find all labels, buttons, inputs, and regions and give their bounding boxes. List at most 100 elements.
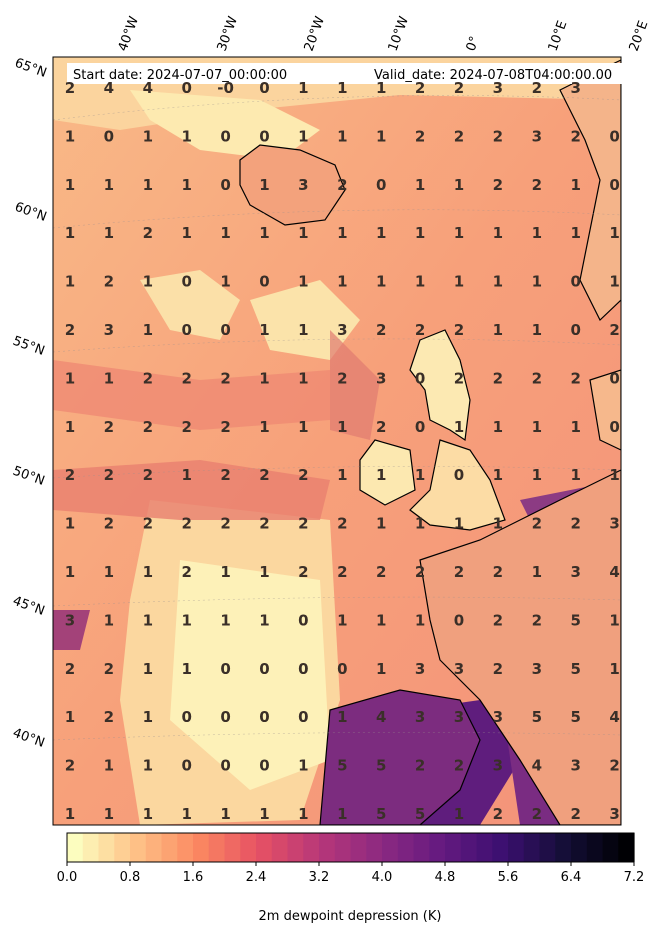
grid-value: 2 [532,611,542,629]
grid-value: 2 [104,515,114,533]
grid-value: 0 [609,176,619,194]
grid-values: 2 4 4 0 -0 0 1 1 1 2 2 3 2 3 1 0 1 1 0 0 1 1 1 2 2 2 3 2 0 1 1 1 1 0 1 3 2 0 1… [65,79,620,823]
grid-value: 1 [298,805,308,823]
colorbar-tick-label: 7.2 [624,870,645,885]
colorbar-label: 2m dewpoint depression (K) [259,909,442,924]
colorbar-cell [271,833,289,862]
grid-value: 3 [532,660,542,678]
lon-label-20w: 20°W [302,14,328,53]
colorbar-cell [177,833,194,862]
grid-value: 2 [298,515,308,533]
grid-value: 0 [570,273,580,291]
grid-value: 0 [181,757,191,775]
grid-value: 0 [298,708,308,726]
grid-value: 1 [143,660,153,678]
grid-value: 2 [376,563,386,581]
grid-value: 0 [454,466,464,484]
colorbar-tick-label: 5.6 [498,870,519,885]
grid-value: 1 [104,563,114,581]
grid-value: 1 [298,369,308,387]
colorbar-cell [208,833,226,862]
colorbar-tick-label: 1.6 [183,870,204,885]
colorbar-ticks: 0.0 0.8 1.6 2.4 3.2 4.0 4.8 5.6 6.4 7.2 [57,862,645,885]
grid-value: 1 [181,660,191,678]
colorbar-cell [67,833,84,862]
grid-value: 2 [532,805,542,823]
lat-label-60n: 60°N [13,200,49,225]
grid-value: 2 [298,466,308,484]
colorbar-frame [66,832,635,863]
grid-value: 1 [181,176,191,194]
colorbar-cell [256,833,273,862]
grid-value: 1 [220,563,230,581]
colorbar-tick-label: 6.4 [561,870,582,885]
grid-value: 2 [65,660,75,678]
grid-value: 1 [65,224,75,242]
grid-value: 1 [259,611,269,629]
grid-value: 1 [337,79,347,97]
grid-value: 2 [376,418,386,436]
grid-value: 2 [493,563,503,581]
grid-value: 2 [493,369,503,387]
grid-value: 1 [181,466,191,484]
grid-value: 2 [454,757,464,775]
lon-labels: 40°W 30°W 20°W 10°W 0° 10°E 20°E [116,14,652,53]
grid-value: 1 [337,611,347,629]
grid-value: 2 [181,515,191,533]
grid-value: 1 [143,321,153,339]
grid-value: 2 [220,515,230,533]
grid-value: 2 [415,79,425,97]
grid-value: 1 [493,224,503,242]
grid-value: 3 [493,708,503,726]
grid-value: 1 [104,611,114,629]
grid-value: 3 [570,757,580,775]
grid-value: 1 [220,611,230,629]
grid-value: 0 [570,321,580,339]
grid-value: 1 [298,321,308,339]
grid-value: 2 [609,757,619,775]
grid-value: 1 [609,611,619,629]
grid-value: 5 [570,708,580,726]
grid-value: 2 [65,466,75,484]
colorbar-cell [445,833,462,862]
grid-value: 1 [609,224,619,242]
grid-value: 1 [65,418,75,436]
colorbar-tick-label: 3.2 [309,870,330,885]
grid-value: 1 [143,757,153,775]
grid-value: 2 [104,708,114,726]
colorbar-tick-label: 0.0 [57,870,78,885]
lon-label-40w: 40°W [116,14,142,53]
grid-value: 1 [298,757,308,775]
grid-value: 2 [493,127,503,145]
grid-value: 3 [454,708,464,726]
colorbar-cell [382,833,399,862]
lat-label-55n: 55°N [11,334,47,359]
grid-value: 1 [181,224,191,242]
grid-value: 1 [143,708,153,726]
grid-value: 1 [454,273,464,291]
grid-value: 1 [65,369,75,387]
grid-value: 1 [65,708,75,726]
grid-value: 0 [220,321,230,339]
colorbar-cell [571,833,588,862]
grid-value: 2 [493,611,503,629]
colorbar-cell [161,833,178,862]
colorbar-cells [67,833,635,862]
colorbar-cell [460,833,478,862]
grid-value: 2 [65,321,75,339]
grid-value: 3 [493,79,503,97]
colorbar-cell [429,833,446,862]
grid-value: 2 [143,515,153,533]
colorbar-cell [193,833,210,862]
grid-value: 1 [65,176,75,194]
colorbar-cell [523,833,541,862]
grid-value: 1 [259,805,269,823]
grid-value: 1 [298,273,308,291]
grid-value: 1 [376,466,386,484]
grid-value: 1 [493,273,503,291]
map-frame [52,56,622,826]
lon-label-30w: 30°W [215,14,241,53]
grid-value: 2 [493,805,503,823]
colorbar-cell [586,833,604,862]
grid-value: 5 [415,805,425,823]
